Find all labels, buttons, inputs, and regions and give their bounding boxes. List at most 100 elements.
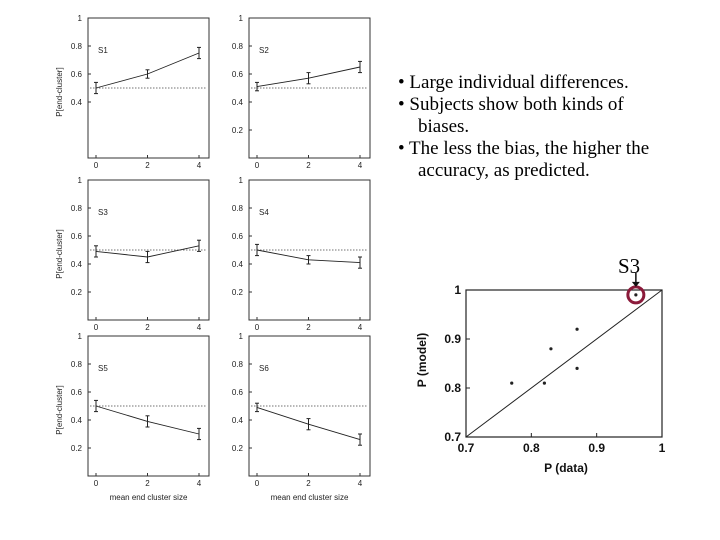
panel-label: S5 (98, 364, 108, 373)
x-tick-label: 2 (145, 161, 150, 170)
y-tick-label: 0.2 (232, 288, 244, 297)
panel-label: S2 (259, 46, 269, 55)
error-bar (306, 418, 311, 431)
callout-label: S3 (618, 254, 641, 278)
error-bar (358, 60, 362, 74)
plot-frame (248, 335, 371, 477)
panel-label: S3 (98, 208, 108, 217)
x-axis-label: P (data) (544, 461, 588, 475)
plot-frame (87, 17, 210, 159)
error-bar (306, 255, 311, 265)
error-bar (255, 243, 259, 257)
y-tick-label: 1 (454, 283, 461, 297)
bullet-item: • The less the bias, the higher the accu… (398, 138, 716, 182)
y-tick-label: 0.6 (71, 388, 83, 397)
y-axis-label: P[end-cluster] (55, 67, 64, 116)
x-tick-label: 4 (197, 323, 202, 332)
x-tick-label: 0 (255, 323, 260, 332)
bullet-list: • Large individual differences. • Subjec… (398, 72, 716, 182)
panel-label: S1 (98, 46, 108, 55)
y-axis-label: P[end-cluster] (55, 229, 64, 278)
subplot-s6: 0.2 0.4 0.6 0.8 1 0 2 4 S6 mean end cluster size (232, 332, 371, 502)
bullet-item: • Subjects show both kinds of biases. (398, 94, 716, 138)
x-tick-label: 0 (94, 323, 99, 332)
error-bar (197, 46, 201, 60)
y-tick-label: 1 (78, 176, 83, 185)
error-bar (306, 72, 311, 85)
x-tick-label: 0 (94, 479, 99, 488)
y-tick-label: 0.6 (71, 70, 83, 79)
x-tick-label: 4 (358, 323, 363, 332)
identity-line (465, 289, 663, 438)
y-tick-label: 0.2 (232, 444, 244, 453)
y-tick-label: 0.8 (232, 360, 244, 369)
y-tick-label: 0.6 (71, 232, 83, 241)
y-tick-label: 0.8 (71, 204, 83, 213)
y-tick-label: 0.9 (444, 332, 461, 346)
y-tick-label: 1 (239, 14, 244, 23)
subplot-s5: 0.2 0.4 0.6 0.8 1 0 2 4 S5 P[end-cluster] mean end… (55, 332, 210, 502)
scatter-point (510, 381, 514, 385)
y-tick-label: 0.4 (232, 260, 244, 269)
subplot-model-vs-data: 0.7 0.8 0.9 1 0.7 0.8 0.9 1 P (data) P (model) (415, 272, 666, 475)
y-tick-label: 0.8 (444, 381, 461, 395)
y-tick-label: 0.8 (71, 42, 83, 51)
y-tick-label: 0.4 (232, 98, 244, 107)
y-tick-label: 0.4 (232, 416, 244, 425)
x-tick-label: 0.7 (458, 441, 475, 455)
y-tick-label: 0.2 (71, 288, 83, 297)
bullet-continuation: accuracy, as predicted. (418, 160, 590, 181)
y-tick-label: 1 (239, 176, 244, 185)
panel-label: S4 (259, 208, 269, 217)
y-axis-label: P[end-cluster] (55, 385, 64, 434)
x-tick-label: 2 (306, 323, 311, 332)
subplot-s4: 0.2 0.4 0.6 0.8 1 0 2 4 S4 (232, 176, 371, 332)
y-tick-label: 0.6 (232, 388, 244, 397)
y-tick-label: 0.6 (232, 70, 244, 79)
scatter-point (575, 366, 579, 370)
x-tick-label: 2 (145, 479, 150, 488)
y-tick-label: 0.8 (232, 204, 244, 213)
scatter-point (542, 381, 547, 385)
x-tick-label: 2 (306, 479, 311, 488)
x-tick-label: 0 (255, 479, 260, 488)
x-axis-label: mean end cluster size (110, 493, 188, 502)
bullet-continuation: biases. (418, 116, 470, 137)
x-tick-label: 1 (659, 441, 666, 455)
y-tick-label: 0.4 (71, 98, 83, 107)
scatter-point (575, 327, 579, 331)
error-bar (197, 427, 201, 441)
bullet-text: • The less the bias, the higher the (398, 138, 650, 159)
error-bar (145, 415, 150, 428)
y-tick-label: 0.8 (71, 360, 83, 369)
y-tick-label: 0.2 (71, 444, 83, 453)
y-tick-label: 0.8 (232, 42, 244, 51)
scatter-point (634, 293, 638, 297)
scatter-point (549, 347, 553, 351)
y-axis-label: P (model) (415, 333, 429, 387)
subplot-s2: 0.2 0.4 0.6 0.8 1 0 2 4 S2 (232, 14, 371, 170)
error-bar (145, 250, 150, 264)
y-tick-label: 0.4 (71, 260, 83, 269)
y-tick-label: 0.2 (232, 126, 244, 135)
subplot-s3: 0.2 0.4 0.6 0.8 1 0 2 4 S3 P[end-cluster] (55, 176, 210, 332)
y-tick-label: 0.6 (232, 232, 244, 241)
x-axis-label: mean end cluster size (271, 493, 349, 502)
error-bar (94, 245, 98, 258)
error-bar (255, 81, 259, 92)
panel-label: S6 (259, 364, 269, 373)
error-bar (94, 399, 98, 413)
y-tick-label: 0.4 (71, 416, 83, 425)
x-tick-label: 0.9 (588, 441, 605, 455)
y-tick-label: 1 (78, 332, 83, 341)
y-tick-label: 1 (239, 332, 244, 341)
x-tick-label: 4 (197, 161, 202, 170)
x-tick-label: 4 (358, 479, 363, 488)
plot-frame (87, 179, 210, 321)
bullet-text: • Subjects show both kinds of (398, 94, 624, 115)
y-tick-label: 1 (78, 14, 83, 23)
x-tick-label: 2 (145, 323, 150, 332)
plot-frame (248, 179, 371, 321)
plot-frame (248, 17, 371, 159)
